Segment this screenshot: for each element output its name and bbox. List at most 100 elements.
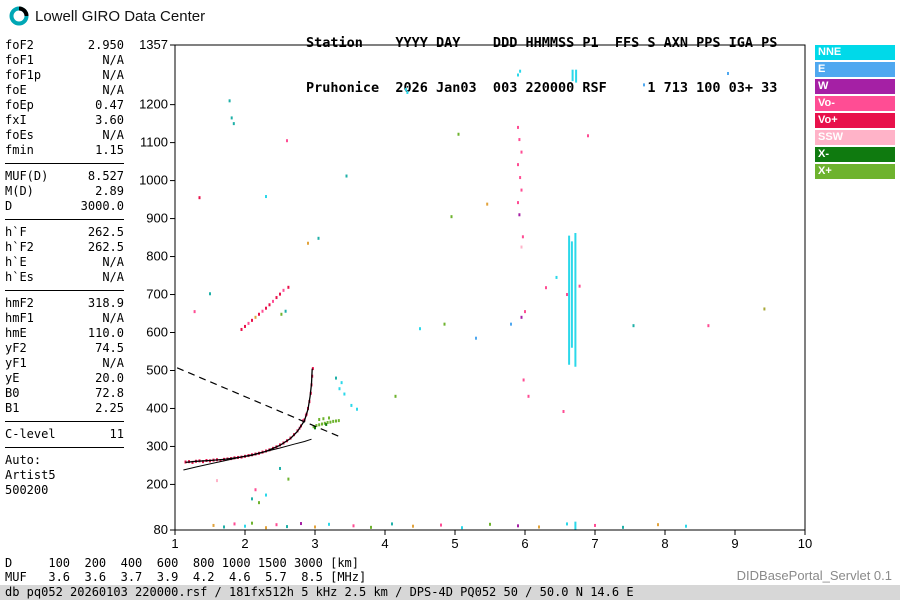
legend-item-ssw: SSW <box>815 130 895 145</box>
param-row: h`F2 262.5 <box>5 240 124 255</box>
x-tick-label: 6 <box>521 536 528 551</box>
legend-item-w: W <box>815 79 895 94</box>
y-tick-label: 80 <box>154 522 168 537</box>
echo-point <box>258 312 260 316</box>
y-tick-label: 1100 <box>140 135 168 150</box>
echo-point <box>443 322 446 326</box>
param-value: N/A <box>102 255 124 269</box>
station-header-line2: Pruhonice 2026 Jan03 003 220000 RSF 1 71… <box>306 80 778 96</box>
param-value: N/A <box>102 311 124 325</box>
echo-point <box>314 426 316 430</box>
param-label: foF1p <box>5 68 42 82</box>
echo-point <box>440 523 442 527</box>
echo-point <box>685 524 687 528</box>
echo-point <box>338 387 341 391</box>
param-row: yF1 N/A <box>5 356 124 371</box>
echo-point <box>244 524 246 528</box>
echo-point <box>317 236 320 240</box>
param-label: M(D) <box>5 184 34 198</box>
echo-point <box>406 90 409 94</box>
echo-point <box>763 307 766 311</box>
echo-point <box>643 83 645 87</box>
brand: Lowell GIRO Data Center <box>8 5 205 27</box>
autoscaled-trace-line <box>185 368 313 464</box>
true-height-profile-line <box>183 438 312 471</box>
echo-point <box>538 525 540 529</box>
echo-point <box>632 324 635 328</box>
echo-point <box>286 139 288 143</box>
param-value: 262.5 <box>87 240 124 254</box>
param-row: M(D) 2.89 <box>5 184 124 199</box>
echo-point <box>315 424 318 428</box>
echo-point <box>450 215 453 219</box>
param-value: 110.0 <box>87 326 124 340</box>
echo-point <box>555 275 558 279</box>
echo-point <box>518 213 521 217</box>
echo-point <box>279 466 281 470</box>
echo-point <box>193 310 196 314</box>
param-value: 74.5 <box>95 341 124 355</box>
param-label: foF2 <box>5 38 34 52</box>
param-value: 2.89 <box>95 184 124 198</box>
legend-item-e: E <box>815 62 895 77</box>
param-label: h`Es <box>5 270 34 284</box>
y-tick-label: 500 <box>146 362 168 377</box>
param-label: yF2 <box>5 341 27 355</box>
param-label: fmin <box>5 143 34 157</box>
param-row: foF1p N/A <box>5 68 124 83</box>
echo-point <box>587 134 589 138</box>
y-tick-label: 400 <box>146 400 168 415</box>
legend-item-x+: X+ <box>815 164 895 179</box>
echo-point <box>343 392 346 396</box>
param-divider <box>5 447 124 448</box>
echo-point <box>370 525 372 529</box>
param-value: N/A <box>102 53 124 67</box>
echo-point <box>337 419 340 423</box>
param-label: foEp <box>5 98 34 112</box>
param-row: C-level 11 <box>5 427 124 442</box>
echo-point <box>232 122 235 126</box>
echo-point <box>279 292 281 296</box>
echo-point <box>475 336 477 340</box>
echo-point <box>318 417 321 421</box>
y-tick-label: 800 <box>146 249 168 264</box>
echo-point <box>202 460 204 464</box>
echo-point <box>223 525 225 529</box>
param-value: N/A <box>102 356 124 370</box>
y-tick-label: 1000 <box>139 173 168 188</box>
param-row: h`F 262.5 <box>5 225 124 240</box>
echo-point <box>350 403 353 407</box>
param-label: B1 <box>5 401 20 415</box>
param-value: 0.47 <box>95 98 124 112</box>
x-tick-label: 1 <box>171 536 178 551</box>
echo-point <box>340 381 343 385</box>
param-label: hmF1 <box>5 311 34 325</box>
giro-logo-icon <box>9 6 29 26</box>
param-label: h`F <box>5 225 27 239</box>
auto-status-line: 500200 <box>5 483 49 497</box>
echo-point <box>286 525 288 529</box>
echo-point <box>707 324 710 328</box>
param-value: 8.527 <box>87 169 124 183</box>
param-divider <box>5 421 124 422</box>
echo-point <box>405 87 407 91</box>
param-divider <box>5 219 124 220</box>
echo-point <box>489 522 491 526</box>
echo-point <box>527 394 530 398</box>
echo-point <box>258 501 260 505</box>
echo-point <box>520 245 523 249</box>
echo-point <box>251 497 253 501</box>
echo-point <box>622 525 624 529</box>
legend-item-nne: NNE <box>815 45 895 60</box>
param-row: foF2 2.950 <box>5 38 124 53</box>
param-row: h`E N/A <box>5 255 124 270</box>
echo-point <box>727 71 729 75</box>
y-tick-label: 1357 <box>139 37 168 52</box>
echo-point <box>287 285 290 289</box>
distance-muf-table: D 100 200 400 600 800 1000 1500 3000 [km… <box>5 556 366 584</box>
param-value: N/A <box>102 128 124 142</box>
echo-point <box>251 521 253 525</box>
echo-point <box>209 292 211 296</box>
param-label: foE <box>5 83 27 97</box>
echo-point <box>275 523 278 527</box>
